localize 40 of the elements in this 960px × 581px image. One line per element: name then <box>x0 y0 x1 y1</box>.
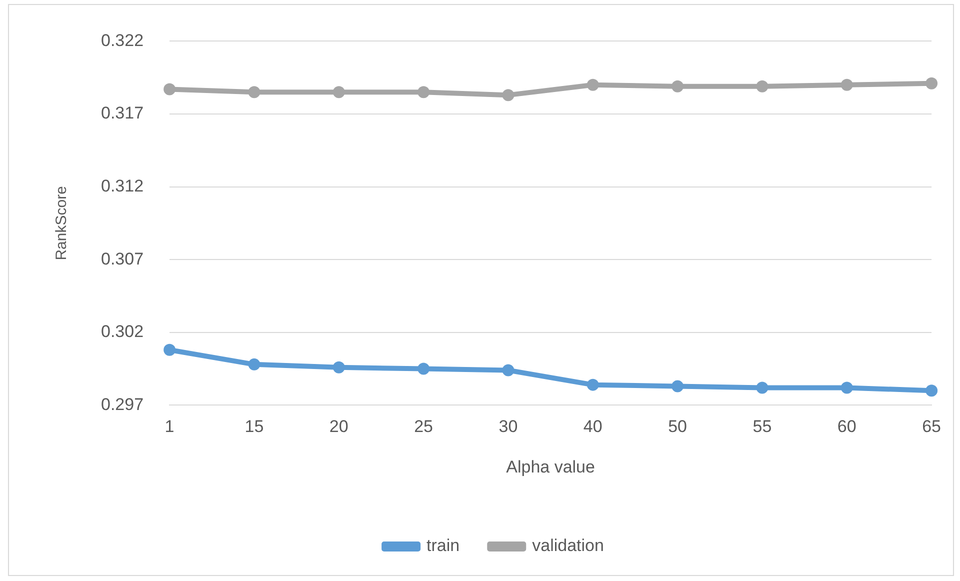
point <box>332 86 345 98</box>
x-tick-label: 55 <box>752 417 772 436</box>
point <box>502 89 514 102</box>
y-tick-label: 0.312 <box>100 176 144 196</box>
y-tick-label: 0.297 <box>100 394 144 414</box>
x-tick-label: 25 <box>414 417 434 436</box>
x-tick-label: 15 <box>244 417 264 436</box>
y-tick-label: 0.307 <box>100 249 144 268</box>
point <box>586 78 599 91</box>
point <box>840 78 853 91</box>
point <box>332 361 345 374</box>
x-tick-label: 65 <box>922 417 942 436</box>
y-axis-title: RankScore <box>53 186 70 260</box>
point <box>756 382 768 394</box>
y-tick-label: 0.302 <box>100 322 144 342</box>
point <box>586 378 599 391</box>
point <box>926 77 938 90</box>
point <box>672 380 684 392</box>
x-tick-label: 1 <box>164 417 174 436</box>
x-tick-label: 30 <box>498 417 518 436</box>
point <box>926 384 938 397</box>
x-tick-label: 20 <box>329 417 348 436</box>
x-axis-title: Alpha value <box>506 457 595 476</box>
point <box>418 362 430 375</box>
x-tick-label: 50 <box>668 417 688 436</box>
point <box>672 80 684 92</box>
x-tick-label: 60 <box>837 417 856 436</box>
point <box>248 86 260 98</box>
y-tick-label: 0.322 <box>100 30 144 50</box>
point <box>248 358 260 370</box>
point <box>418 86 430 98</box>
point <box>840 382 853 394</box>
legend-label: validation <box>532 536 604 556</box>
y-tick-label: 0.317 <box>100 104 144 123</box>
point <box>756 80 768 92</box>
x-tick-label: 40 <box>583 417 602 436</box>
point <box>164 83 176 96</box>
point <box>164 344 176 356</box>
point <box>502 364 514 376</box>
legend-label: train <box>426 536 460 556</box>
